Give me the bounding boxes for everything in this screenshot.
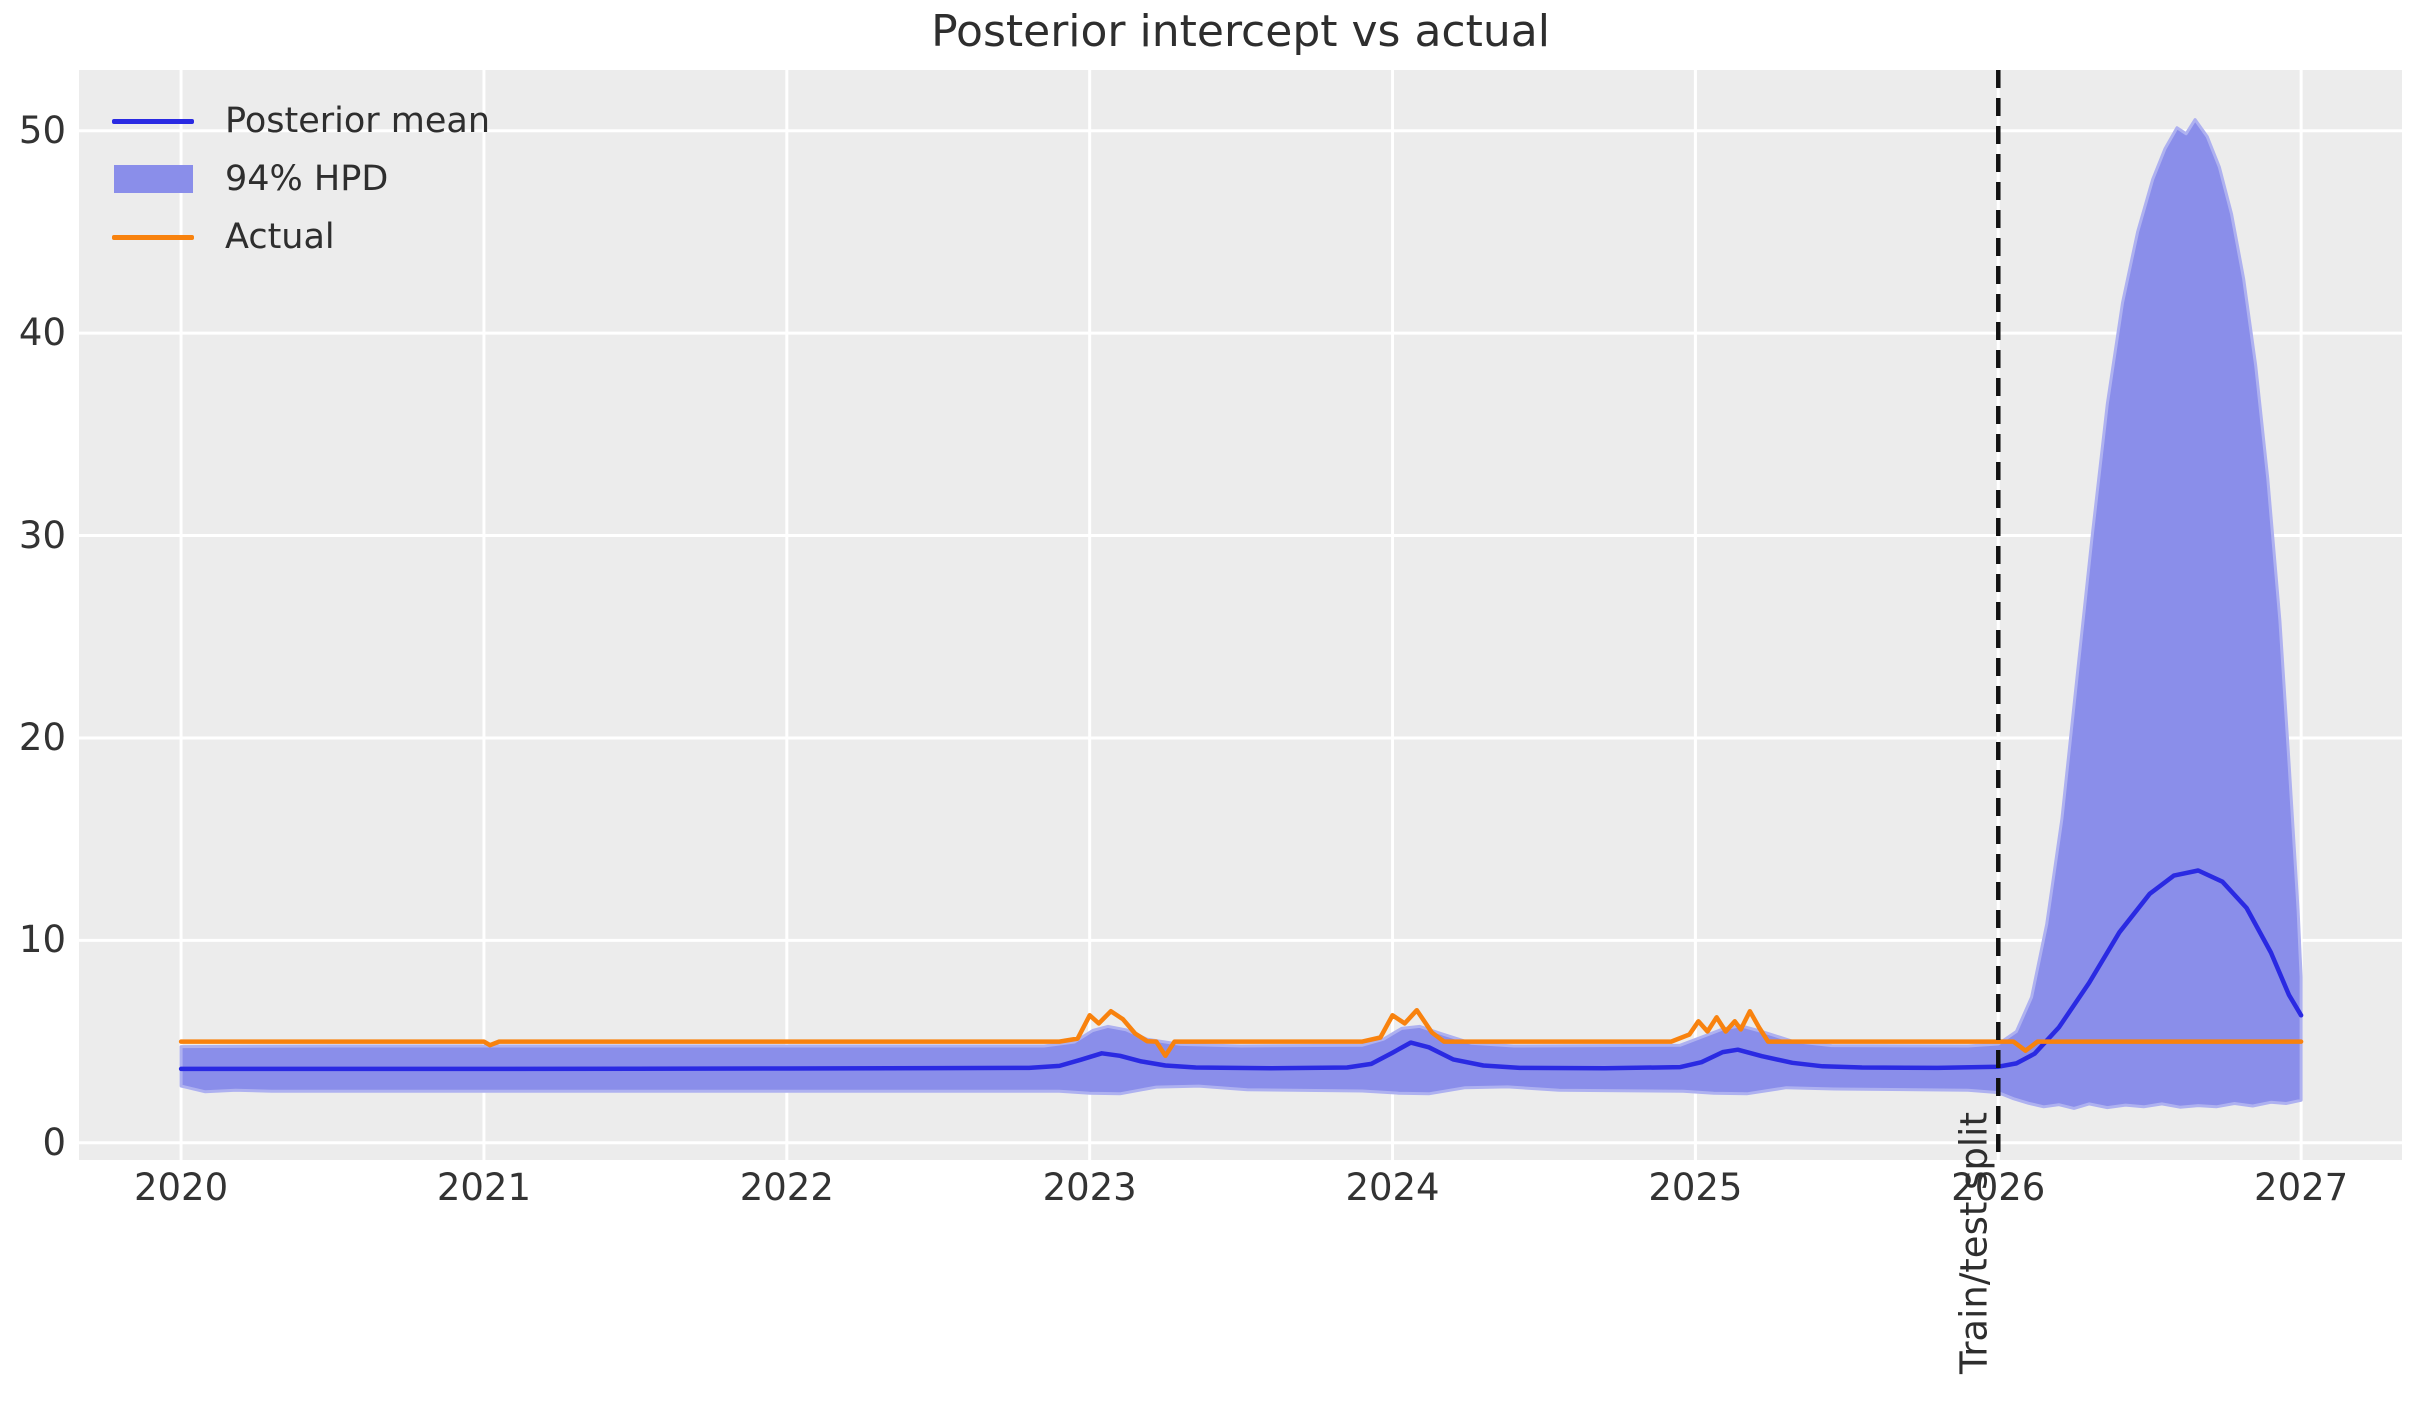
legend-item-posterior-mean: Posterior mean xyxy=(112,92,490,150)
y-tick-label: 10 xyxy=(18,918,66,962)
legend-item-actual: Actual xyxy=(112,208,490,266)
x-tick-label: 2025 xyxy=(1648,1166,1743,1209)
y-tick-label: 40 xyxy=(18,311,66,355)
y-tick-label: 50 xyxy=(18,108,66,152)
legend: Posterior mean 94% HPD Actual xyxy=(112,92,490,266)
x-tick-label: 2027 xyxy=(2254,1166,2349,1209)
x-tick-label: 2021 xyxy=(436,1166,531,1209)
posterior-mean-line-swatch-icon xyxy=(112,118,194,124)
posterior-mean-line xyxy=(178,868,2304,1072)
y-tick-label: 30 xyxy=(18,513,66,557)
y-tick-label: 20 xyxy=(18,715,66,759)
x-tick-label: 2023 xyxy=(1042,1166,1137,1209)
legend-label-hpd: 94% HPD xyxy=(225,159,389,199)
actual-line-swatch-icon xyxy=(112,234,194,240)
x-tick-label: 2024 xyxy=(1345,1166,1440,1209)
x-tick-label: 2022 xyxy=(739,1166,834,1209)
y-tick-label: 0 xyxy=(42,1120,66,1164)
legend-item-hpd: 94% HPD xyxy=(112,150,490,208)
hpd-band-swatch-icon xyxy=(113,165,193,193)
x-tick-label: 2026 xyxy=(1951,1166,2046,1209)
axes-background xyxy=(79,70,2402,1160)
legend-label-posterior-mean: Posterior mean xyxy=(225,101,491,141)
x-tick-label: 2020 xyxy=(133,1166,229,1209)
train-test-split-label: Train/test split xyxy=(1952,1112,1996,1374)
chart-title: Posterior intercept vs actual xyxy=(931,6,1550,57)
legend-label-actual: Actual xyxy=(225,217,335,257)
actual-line xyxy=(178,1007,2304,1059)
